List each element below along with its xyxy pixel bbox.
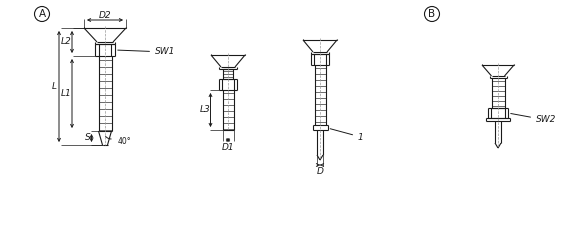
Text: L3: L3 bbox=[200, 106, 211, 114]
Text: S: S bbox=[84, 134, 90, 142]
Text: 1: 1 bbox=[330, 129, 364, 141]
Text: D1: D1 bbox=[222, 142, 235, 152]
Text: L: L bbox=[51, 82, 56, 91]
Text: L2: L2 bbox=[61, 38, 72, 47]
Text: L1: L1 bbox=[61, 89, 72, 98]
Text: D2: D2 bbox=[99, 11, 111, 20]
Text: D: D bbox=[317, 167, 324, 176]
Text: B: B bbox=[428, 9, 435, 19]
Text: SW2: SW2 bbox=[511, 114, 556, 125]
Text: SW1: SW1 bbox=[118, 47, 175, 56]
Text: 40°: 40° bbox=[118, 136, 132, 146]
Text: A: A bbox=[38, 9, 45, 19]
